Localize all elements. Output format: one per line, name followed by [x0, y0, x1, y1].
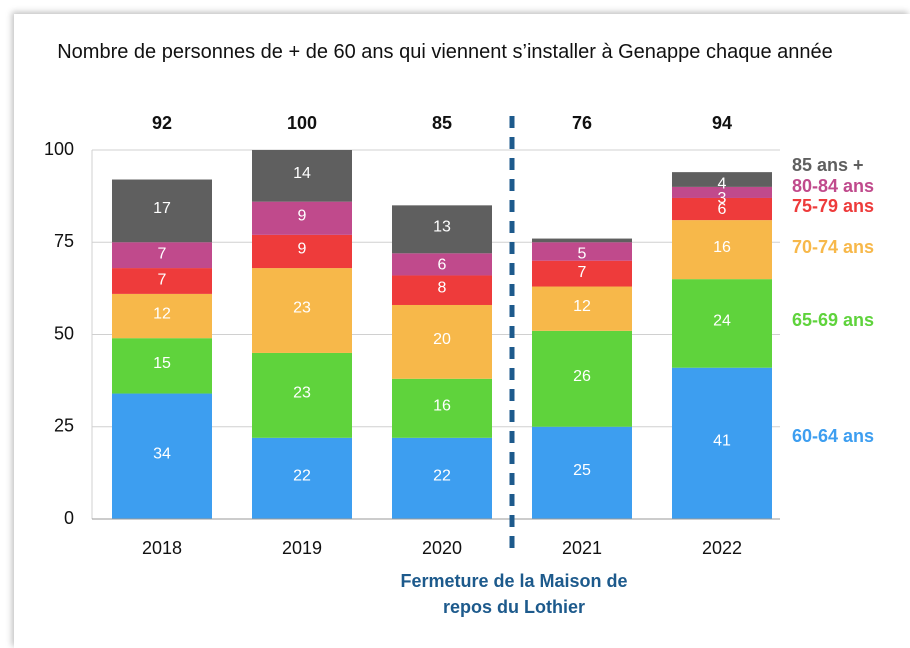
data-label: 9 — [298, 241, 307, 258]
x-tick-label: 2021 — [562, 538, 602, 558]
total-label: 94 — [712, 113, 732, 133]
data-label: 22 — [293, 468, 311, 485]
data-label: 15 — [153, 355, 171, 372]
y-tick-label: 25 — [54, 416, 74, 436]
data-label: 6 — [438, 257, 447, 274]
bar-segment — [252, 201, 352, 235]
bar-segment — [252, 352, 352, 438]
bar-segment — [532, 426, 632, 519]
total-label: 76 — [572, 113, 592, 133]
chart-title: Nombre de personnes de + de 60 ans qui v… — [57, 41, 833, 63]
data-label: 20 — [433, 331, 451, 348]
data-label: 23 — [293, 300, 311, 317]
legend-label: 75-79 ans — [792, 196, 874, 216]
bar-segment — [392, 437, 492, 519]
data-label: 22 — [433, 468, 451, 485]
y-tick-label: 50 — [54, 323, 74, 343]
bar-segment — [392, 253, 492, 276]
data-label: 9 — [298, 207, 307, 224]
bar-segment — [112, 393, 212, 519]
bar-segment — [672, 172, 772, 187]
bar-segment — [672, 367, 772, 519]
data-label: 3 — [718, 190, 727, 207]
data-label: 23 — [293, 385, 311, 402]
x-tick-label: 2022 — [702, 538, 742, 558]
bar-segment — [392, 275, 492, 305]
bar-segment — [532, 260, 632, 287]
bar-segment — [672, 197, 772, 221]
total-label: 100 — [287, 113, 317, 133]
legend-label: 80-84 ans — [792, 176, 874, 196]
bar-segment — [672, 220, 772, 280]
data-label: 17 — [153, 200, 171, 217]
data-label: 41 — [713, 433, 731, 450]
legend-label: 60-64 ans — [792, 426, 874, 446]
annotation: Fermeture de la Maison de repos du Lothi… — [400, 571, 628, 617]
y-tick-label: 75 — [54, 231, 74, 251]
data-label: 5 — [578, 245, 587, 262]
data-label: 34 — [153, 445, 171, 462]
bar-segment — [252, 437, 352, 519]
data-label: 13 — [433, 219, 451, 236]
bar-segment — [532, 242, 632, 261]
bar-segment — [672, 279, 772, 368]
data-label: 25 — [573, 462, 591, 479]
y-tick-label: 100 — [44, 139, 74, 159]
bar-segment — [392, 205, 492, 254]
data-label: 12 — [153, 305, 171, 322]
bar-segment — [252, 234, 352, 269]
bar-segment — [252, 150, 352, 202]
bar-segment — [112, 242, 212, 269]
data-label: 6 — [718, 201, 727, 218]
legend-label: 85 ans + — [792, 155, 864, 175]
bar-segment — [532, 330, 632, 427]
data-label: 14 — [293, 165, 311, 182]
bar-segment — [112, 338, 212, 394]
bar-segment — [112, 293, 212, 339]
y-tick-label: 0 — [64, 508, 74, 528]
total-label: 85 — [432, 113, 452, 133]
bar-segment — [252, 268, 352, 353]
legend-label: 65-69 ans — [792, 310, 874, 330]
bar-segment — [672, 186, 772, 198]
data-label: 4 — [718, 175, 727, 192]
bar-segment — [112, 268, 212, 294]
data-label: 12 — [573, 298, 591, 315]
data-label: 7 — [158, 271, 167, 288]
x-tick-label: 2018 — [142, 538, 182, 558]
bar-segment — [392, 378, 492, 438]
x-tick-label: 2019 — [282, 538, 322, 558]
bar-segment — [532, 238, 632, 243]
data-label: 24 — [713, 313, 731, 330]
data-label: 8 — [438, 279, 447, 296]
data-label: 26 — [573, 368, 591, 385]
data-label: 7 — [158, 245, 167, 262]
total-label: 92 — [152, 113, 172, 133]
bar-segment — [112, 179, 212, 243]
x-tick-label: 2020 — [422, 538, 462, 558]
data-label: 7 — [578, 264, 587, 281]
data-label: 16 — [713, 239, 731, 256]
bar-segment — [392, 304, 492, 379]
data-label: 16 — [433, 398, 451, 415]
bar-segment — [532, 286, 632, 331]
legend-label: 70-74 ans — [792, 237, 874, 257]
